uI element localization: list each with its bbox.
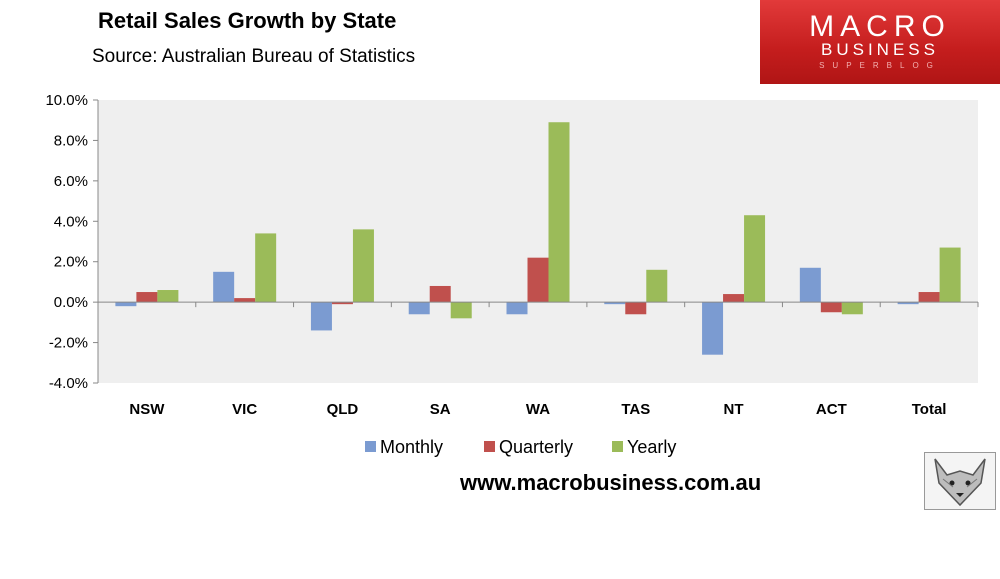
bar-yearly-tas [646, 269, 668, 303]
x-category-label: NT [724, 401, 744, 418]
bar-yearly-vic [255, 233, 277, 303]
bar-yearly-qld [352, 229, 374, 303]
bar-monthly-wa [506, 302, 528, 315]
y-tick-label: 2.0% [54, 254, 88, 271]
bar-monthly-sa [408, 302, 430, 315]
bar-monthly-tas [604, 302, 626, 305]
bar-yearly-act [841, 302, 863, 315]
bar-quarterly-wa [527, 257, 549, 303]
fox-icon [934, 458, 986, 507]
chart-subtitle: Source: Australian Bureau of Statistics [92, 46, 416, 67]
x-category-label: SA [430, 401, 451, 418]
x-category-label: QLD [327, 401, 359, 418]
bar-quarterly-qld [331, 302, 353, 305]
bar-yearly-sa [450, 302, 472, 319]
logo-line-3: SUPERBLOG [819, 61, 941, 70]
x-category-label: WA [526, 401, 550, 418]
bar-quarterly-total [918, 292, 940, 303]
logo-line-2: BUSINESS [821, 40, 939, 59]
x-category-label: VIC [232, 401, 257, 418]
bar-quarterly-nsw [136, 292, 158, 303]
fox-logo [924, 452, 996, 510]
bar-yearly-nsw [157, 290, 179, 303]
y-axis: 10.0% 8.0% 6.0% 4.0% 2.0% 0.0% -2.0% -4.0% [45, 92, 99, 392]
y-tick-label: -4.0% [49, 375, 88, 392]
x-category-label: ACT [816, 401, 847, 418]
chart-title: Retail Sales Growth by State [98, 8, 397, 33]
bar-quarterly-vic [234, 298, 256, 303]
bar-monthly-total [897, 302, 919, 305]
bar-yearly-total [939, 247, 961, 303]
bar-quarterly-sa [429, 285, 451, 303]
macro-business-logo: MACRO BUSINESS SUPERBLOG [760, 0, 1000, 84]
y-tick-label: -2.0% [49, 335, 88, 352]
bar-monthly-vic [213, 271, 235, 303]
x-category-label: Total [912, 401, 947, 418]
bar-yearly-wa [548, 122, 570, 303]
website-url: www.macrobusiness.com.au [460, 470, 762, 495]
bar-quarterly-act [820, 302, 842, 313]
bar-quarterly-nt [723, 294, 745, 303]
y-tick-label: 6.0% [54, 173, 88, 190]
bar-monthly-qld [310, 302, 332, 331]
legend-swatch-monthly [365, 441, 376, 452]
y-tick-label: 10.0% [45, 92, 88, 109]
x-category-label: NSW [129, 401, 165, 418]
y-tick-label: 0.0% [54, 294, 88, 311]
plot-area [98, 100, 978, 383]
legend-swatch-quarterly [484, 441, 495, 452]
legend-label-monthly: Monthly [380, 437, 443, 457]
legend-swatch-yearly [612, 441, 623, 452]
y-tick-label: 4.0% [54, 213, 88, 230]
y-tick-label: 8.0% [54, 132, 88, 149]
bar-monthly-act [799, 267, 821, 303]
legend-label-quarterly: Quarterly [499, 437, 573, 457]
bar-quarterly-tas [625, 302, 647, 315]
legend: Monthly Quarterly Yearly [365, 437, 676, 457]
legend-label-yearly: Yearly [627, 437, 676, 457]
bar-monthly-nsw [115, 302, 137, 307]
bar-yearly-nt [744, 215, 766, 303]
bars-group [115, 122, 961, 355]
x-category-label: TAS [621, 401, 650, 418]
logo-line-1: MACRO [809, 10, 951, 43]
x-axis: NSW VIC QLD SA WA TAS NT ACT Total [97, 301, 979, 418]
bar-monthly-nt [702, 302, 724, 355]
